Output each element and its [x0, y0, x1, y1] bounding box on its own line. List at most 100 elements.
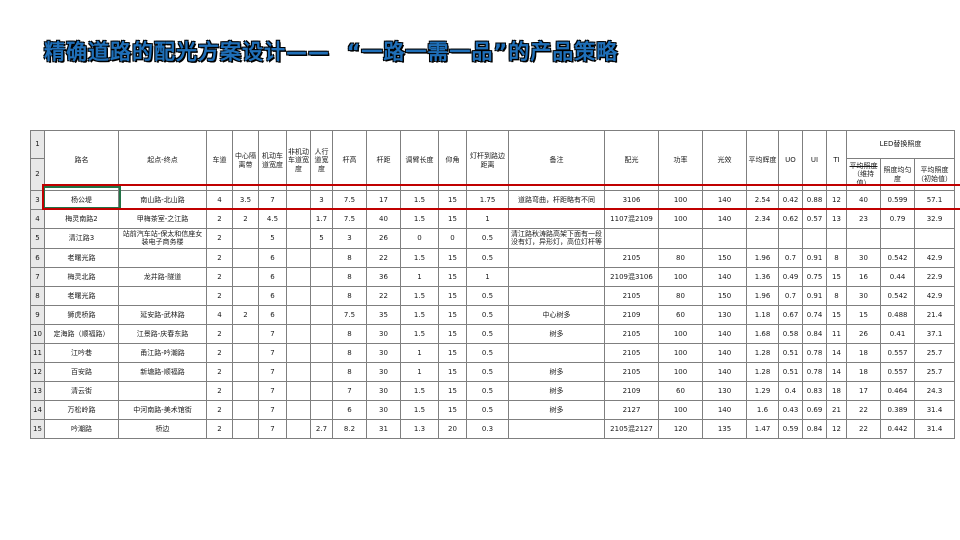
table-cell: 17	[366, 190, 401, 210]
table-row: 6 老曙光路 2 6 8 22 1.5 15 0.5 2105 80 150 1.96 0.7 0.91 8 3…	[30, 247, 955, 268]
table-cell: 1.36	[746, 266, 779, 287]
table-cell: 15	[438, 266, 467, 287]
table-cell	[118, 285, 207, 306]
table-cell: 8	[332, 266, 367, 287]
header-efficacy: 光效	[702, 130, 747, 191]
table-cell: 清江路秋涛路高架下面有一段没有灯，异形灯，高位灯杆等	[508, 228, 605, 249]
table-row: 7 梅灵北路 龙井路-隧道 2 6 8 36 1 15 1 2109混3106 100 140 1.36 0…	[30, 266, 955, 287]
row-number: 7	[30, 266, 45, 287]
table-cell: 1.29	[746, 380, 779, 401]
table-cell	[802, 228, 827, 249]
table-cell: 150	[702, 285, 747, 306]
table-cell: 2105	[604, 361, 659, 382]
table-cell: 140	[702, 342, 747, 363]
table-cell: 树多	[508, 323, 605, 344]
header-uo: UO	[778, 130, 803, 191]
table-row: 14 万松岭路 中河南路-美术馆街 2 7 6 30 1.5 15 0.5 树多 2127 100 140…	[30, 399, 955, 420]
table-cell: 中河南路-美术馆街	[118, 399, 207, 420]
table-cell: 0	[438, 228, 467, 249]
table-cell: 1.5	[400, 209, 439, 229]
table-row: 4 梅灵南路2 甲梅茶室-之江路 2 2 4.5 1.7 7.5 40 1.5 15 1 1107混21…	[30, 209, 955, 229]
row-number: 10	[30, 323, 45, 344]
header-road-name: 路名	[44, 130, 119, 191]
table-cell: 60	[658, 380, 703, 401]
table-cell	[232, 342, 259, 363]
table-cell: 7	[258, 323, 287, 344]
table-cell	[310, 266, 333, 287]
table-cell: 南山路-北山路	[118, 190, 207, 210]
table-cell	[232, 380, 259, 401]
header-pole-height: 杆高	[332, 130, 367, 191]
table-cell: 7.5	[332, 209, 367, 229]
table-cell	[658, 228, 703, 249]
table-cell: 4	[206, 190, 233, 210]
table-cell: 26	[366, 228, 401, 249]
table-cell: 0.57	[802, 209, 827, 229]
table-cell: 0.442	[880, 418, 915, 439]
table-cell: 15	[846, 304, 881, 325]
table-cell: 1107混2109	[604, 209, 659, 229]
table-cell: 5	[310, 228, 333, 249]
header-tilt-angle: 仰角	[438, 130, 467, 191]
header-led-group: LED替换照度	[846, 130, 955, 159]
table-cell: 5	[258, 228, 287, 249]
table-cell	[914, 228, 955, 249]
table-cell: 3	[332, 228, 367, 249]
table-cell	[778, 228, 803, 249]
table-cell: 2.7	[310, 418, 333, 439]
table-cell: 老曙光路	[44, 285, 119, 306]
table-cell	[310, 380, 333, 401]
table-cell: 22	[366, 247, 401, 268]
table-cell: 2	[206, 399, 233, 420]
table-cell	[310, 342, 333, 363]
table-cell: 18	[846, 361, 881, 382]
table-cell: 延安路-武林路	[118, 304, 207, 325]
table-cell: 35	[366, 304, 401, 325]
table-cell: 25.7	[914, 361, 955, 382]
table-cell: 42.9	[914, 247, 955, 268]
table-cell: 40	[846, 190, 881, 210]
table-cell: 0.3	[466, 418, 509, 439]
table-cell	[286, 247, 311, 268]
table-cell	[826, 228, 847, 249]
table-cell: 0.49	[778, 266, 803, 287]
table-cell: 1	[400, 266, 439, 287]
table-cell: 1.47	[746, 418, 779, 439]
table-cell: 15	[438, 209, 467, 229]
row-number: 15	[30, 418, 45, 439]
table-cell: 12	[826, 418, 847, 439]
table-cell: 道路弯曲，杆距略有不同	[508, 190, 605, 210]
table-cell: 14	[826, 342, 847, 363]
table-cell: 2109混3106	[604, 266, 659, 287]
table-cell: 0.43	[778, 399, 803, 420]
table-cell: 22	[846, 418, 881, 439]
table-cell: 1.18	[746, 304, 779, 325]
table-cell: 150	[702, 247, 747, 268]
table-cell: 1.3	[400, 418, 439, 439]
header-led-avg-maintained: 平均照度 （维持值）	[846, 158, 881, 191]
table-cell: 0.5	[466, 323, 509, 344]
table-cell: 8	[826, 247, 847, 268]
table-cell: 吟潮路	[44, 418, 119, 439]
table-cell: 100	[658, 361, 703, 382]
table-cell	[286, 323, 311, 344]
table-cell: 万松岭路	[44, 399, 119, 420]
table-cell: 2105	[604, 247, 659, 268]
table-cell: 31.4	[914, 418, 955, 439]
table-cell	[508, 209, 605, 229]
table-cell: 0.7	[778, 247, 803, 268]
table-cell: 30	[366, 380, 401, 401]
header-led-uniformity: 照度均匀度	[880, 158, 915, 191]
table-cell: 7	[258, 361, 287, 382]
table-cell: 2	[206, 228, 233, 249]
table-cell: 0	[400, 228, 439, 249]
table-cell: 6	[258, 266, 287, 287]
table-cell: 1.5	[400, 304, 439, 325]
table-cell: 6	[258, 247, 287, 268]
table-cell: 0.88	[802, 190, 827, 210]
table-cell	[746, 228, 779, 249]
table-cell	[508, 285, 605, 306]
table-cell: 140	[702, 266, 747, 287]
table-cell: 清江路3	[44, 228, 119, 249]
table-cell: 7.5	[332, 304, 367, 325]
